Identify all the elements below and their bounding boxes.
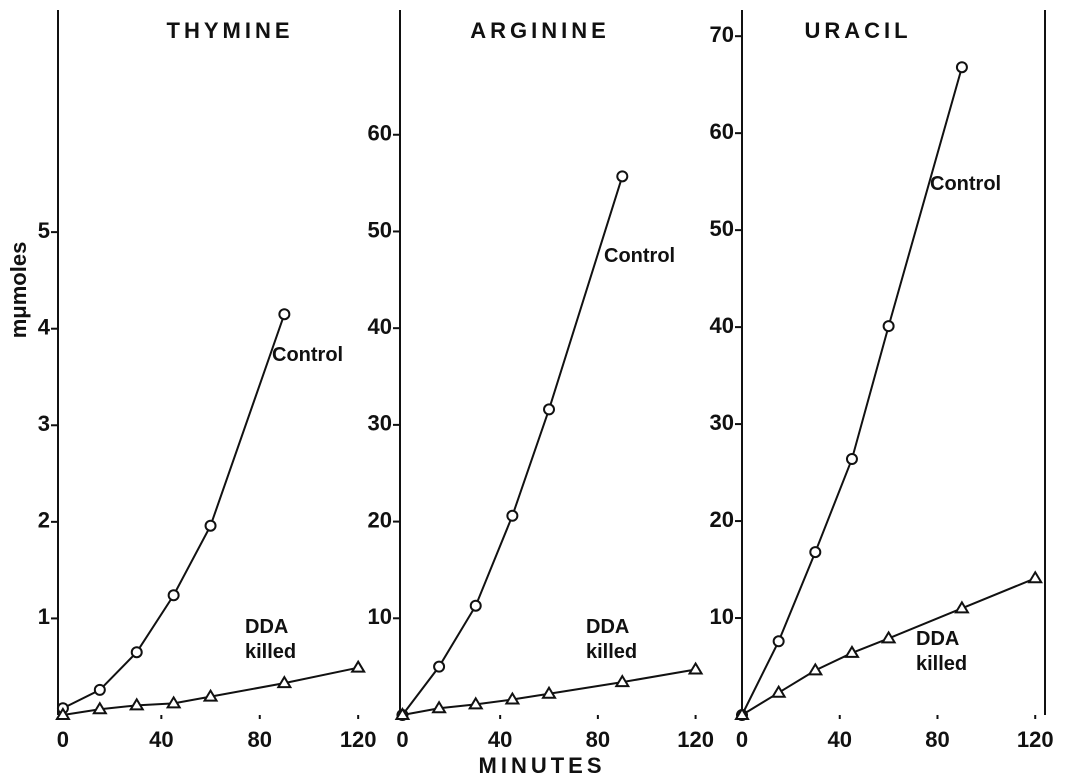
y-tick-label: 30	[368, 411, 392, 436]
series-line	[741, 66, 963, 716]
x-tick-label: 0	[57, 727, 69, 752]
x-tick-label: 120	[677, 727, 714, 752]
point	[504, 691, 521, 705]
x-axis-label: MINUTES	[479, 753, 606, 778]
point	[92, 701, 108, 715]
series-line	[401, 176, 624, 716]
point	[128, 697, 145, 711]
series-line	[62, 313, 286, 710]
y-tick-label: 10	[368, 604, 392, 629]
point	[882, 320, 895, 333]
point	[954, 600, 970, 614]
point	[844, 644, 860, 658]
series-label: Control	[272, 344, 344, 366]
series-label: DDA killed	[245, 616, 297, 663]
x-tick-label: 0	[736, 727, 748, 752]
y-tick-label: 40	[710, 313, 734, 338]
panel-title: URACIL	[804, 18, 911, 43]
y-tick-label: 30	[710, 410, 734, 435]
point	[614, 674, 631, 688]
point	[469, 599, 482, 612]
point	[734, 707, 750, 720]
x-tick-label: 80	[925, 727, 949, 752]
y-tick-label: 50	[710, 216, 734, 241]
point	[55, 707, 71, 720]
point	[93, 683, 106, 696]
point	[431, 700, 447, 714]
y-tick-label: 5	[38, 218, 50, 243]
y-tick-label: 10	[710, 604, 734, 629]
point	[433, 660, 446, 673]
panel-title: THYMINE	[167, 18, 294, 43]
y-tick-label: 20	[710, 507, 734, 532]
x-tick-label: 120	[1017, 727, 1054, 752]
point	[394, 707, 411, 720]
point	[130, 646, 143, 659]
point	[807, 662, 824, 676]
x-tick-label: 0	[396, 727, 408, 752]
y-axis-label: mμmoles	[6, 242, 31, 339]
point	[845, 452, 858, 465]
point	[809, 546, 822, 559]
y-tick-label: 40	[368, 314, 392, 339]
point	[202, 688, 219, 702]
point	[616, 170, 629, 183]
point	[687, 661, 704, 675]
series-label: DDA killed	[916, 628, 968, 675]
x-tick-label: 80	[248, 727, 272, 752]
y-tick-label: 60	[710, 119, 734, 144]
point	[204, 519, 217, 532]
y-tick-label: 4	[38, 315, 51, 340]
point	[770, 684, 787, 698]
y-tick-label: 3	[38, 411, 50, 436]
point	[880, 630, 897, 644]
point	[541, 685, 557, 699]
y-tick-label: 60	[368, 121, 392, 146]
point	[772, 635, 785, 648]
point	[167, 589, 180, 602]
y-tick-label: 70	[710, 22, 734, 47]
y-tick-label: 1	[38, 604, 50, 629]
x-tick-label: 120	[340, 727, 377, 752]
x-tick-label: 40	[488, 727, 512, 752]
point	[506, 509, 519, 522]
panel-title: ARGININE	[470, 18, 610, 43]
point	[350, 659, 366, 673]
point	[467, 696, 484, 710]
series-label: DDA killed	[586, 616, 638, 663]
point	[165, 695, 182, 709]
series-label: Control	[604, 245, 676, 267]
point	[276, 675, 293, 689]
x-tick-label: 40	[827, 727, 851, 752]
point	[543, 403, 556, 416]
y-tick-label: 20	[368, 507, 392, 532]
x-tick-label: 40	[149, 727, 173, 752]
y-tick-label: 50	[368, 217, 392, 242]
point	[955, 61, 968, 74]
x-tick-label: 80	[586, 727, 610, 752]
y-tick-label: 2	[38, 508, 50, 533]
series-label: Control	[930, 173, 1002, 195]
point	[278, 308, 291, 321]
series-line	[741, 577, 1036, 716]
point	[1027, 570, 1043, 584]
